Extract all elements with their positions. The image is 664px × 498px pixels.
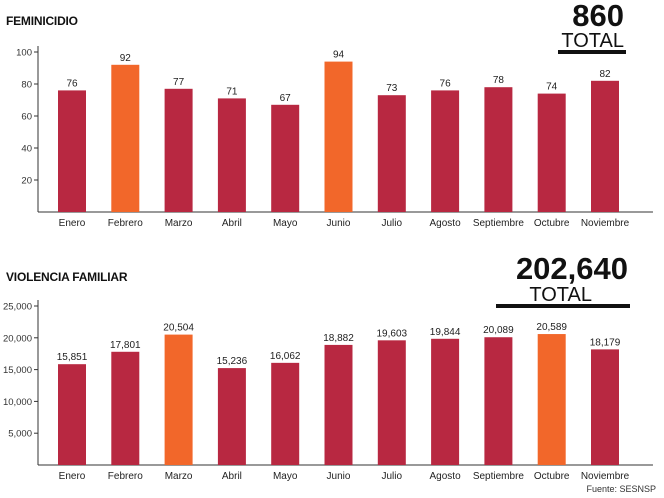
bar-julio xyxy=(377,95,406,212)
bar-value-label: 94 xyxy=(333,50,345,61)
x-category-label: Abril xyxy=(222,471,242,482)
bar-agosto xyxy=(431,338,460,465)
x-category-label: Mayo xyxy=(273,218,298,229)
bar-junio xyxy=(324,344,353,465)
bar-value-label: 82 xyxy=(599,69,611,80)
bar-noviembre xyxy=(591,80,619,212)
chart-title-feminicidio: FEMINICIDIO xyxy=(6,14,78,28)
bar-value-label: 18,882 xyxy=(323,333,354,344)
y-tick-label: 40 xyxy=(21,144,32,155)
bar-value-label: 76 xyxy=(66,78,78,89)
x-category-label: Junio xyxy=(327,471,351,482)
bar-value-label: 15,236 xyxy=(217,356,248,367)
y-tick-label: 20,000 xyxy=(3,333,32,344)
bar-septiembre xyxy=(484,87,513,212)
bar-value-label: 16,062 xyxy=(270,351,301,362)
bar-value-label: 78 xyxy=(493,75,505,86)
bar-octubre xyxy=(537,334,566,465)
x-category-label: Octubre xyxy=(534,471,570,482)
x-category-label: Noviembre xyxy=(581,471,630,482)
bar-value-label: 92 xyxy=(120,53,132,64)
bar-mayo xyxy=(271,362,300,465)
x-category-label: Marzo xyxy=(165,471,193,482)
x-category-label: Julio xyxy=(382,471,403,482)
bar-marzo xyxy=(164,334,193,465)
bar-value-label: 15,851 xyxy=(57,352,88,363)
bar-marzo xyxy=(164,88,193,212)
x-category-label: Abril xyxy=(222,218,242,229)
chart-feminicidio: 20 40 60 80 100 76 Enero 92 Febrero 77 Marzo 71 Abri… xyxy=(16,46,653,229)
x-category-label: Agosto xyxy=(430,218,462,229)
x-category-label: Mayo xyxy=(273,471,298,482)
x-category-label: Febrero xyxy=(108,218,143,229)
source-note: Fuente: SESNSP xyxy=(586,484,656,494)
bar-septiembre xyxy=(484,337,513,465)
y-tick-label: 10,000 xyxy=(3,397,32,408)
y-tick-label: 100 xyxy=(16,48,32,59)
bar-mayo xyxy=(271,104,300,212)
bar-value-label: 20,589 xyxy=(536,322,567,333)
x-category-label: Enero xyxy=(59,218,86,229)
total-label-violencia-familiar: TOTAL xyxy=(529,284,592,306)
bar-value-label: 71 xyxy=(226,86,238,97)
x-category-label: Febrero xyxy=(108,471,143,482)
x-category-label: Enero xyxy=(59,471,86,482)
bar-julio xyxy=(377,340,406,465)
bar-abril xyxy=(217,98,246,212)
bar-enero xyxy=(58,90,86,212)
bar-octubre xyxy=(537,93,566,212)
y-tick-label: 60 xyxy=(21,112,32,123)
x-category-label: Junio xyxy=(327,218,351,229)
bar-value-label: 67 xyxy=(280,93,292,104)
total-underline-violencia-familiar xyxy=(496,304,630,308)
bar-febrero xyxy=(111,64,140,212)
x-category-label: Agosto xyxy=(430,471,462,482)
x-category-label: Septiembre xyxy=(473,471,525,482)
total-underline-feminicidio xyxy=(558,50,626,54)
bar-value-label: 76 xyxy=(440,78,452,89)
bar-febrero xyxy=(111,351,140,465)
y-tick-label: 20 xyxy=(21,176,32,187)
x-category-label: Octubre xyxy=(534,218,570,229)
total-label-feminicidio: TOTAL xyxy=(561,30,624,52)
bar-value-label: 17,801 xyxy=(110,340,141,351)
y-tick-label: 15,000 xyxy=(3,365,32,376)
bar-agosto xyxy=(431,90,460,212)
y-tick-label: 25,000 xyxy=(3,302,32,313)
bar-value-label: 20,089 xyxy=(483,325,514,336)
chart-title-violencia-familiar: VIOLENCIA FAMILIAR xyxy=(6,270,128,284)
y-tick-label: 80 xyxy=(21,80,32,91)
bar-noviembre xyxy=(591,349,619,465)
bar-value-label: 73 xyxy=(386,83,398,94)
total-value-violencia-familiar: 202,640 xyxy=(515,251,628,286)
bar-value-label: 19,844 xyxy=(430,327,461,338)
x-category-label: Marzo xyxy=(165,218,193,229)
x-category-label: Noviembre xyxy=(581,218,630,229)
bar-value-label: 19,603 xyxy=(377,328,408,339)
x-category-label: Julio xyxy=(382,218,403,229)
bar-enero xyxy=(58,364,86,465)
bar-junio xyxy=(324,61,353,212)
x-category-label: Septiembre xyxy=(473,218,525,229)
bar-value-label: 20,504 xyxy=(163,323,194,334)
bar-value-label: 18,179 xyxy=(590,337,621,348)
total-value-feminicidio: 860 xyxy=(572,0,624,33)
bar-value-label: 74 xyxy=(546,82,558,93)
bar-value-label: 77 xyxy=(173,77,185,88)
y-tick-label: 5,000 xyxy=(8,429,32,440)
bar-abril xyxy=(217,368,246,465)
